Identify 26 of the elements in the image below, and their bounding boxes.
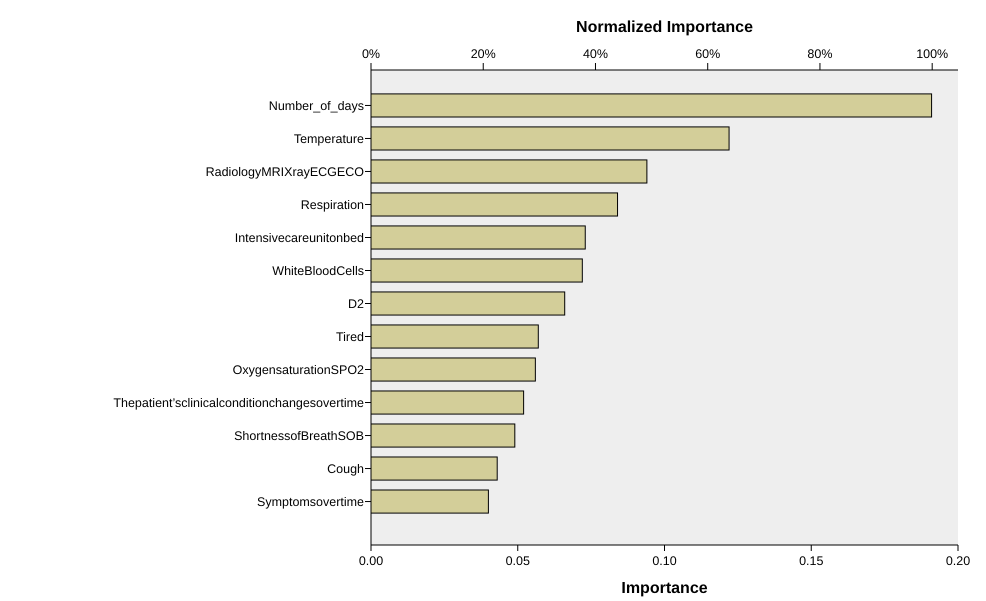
x-tick-label: 0.15 [799, 554, 824, 568]
y-tick-label: RadiologyMRIXrayECGECO [206, 164, 364, 179]
y-tick-label: ShortnessofBreathSOB [234, 428, 364, 443]
y-tick-label: Tired [336, 330, 364, 344]
x2-axis-title: Normalized Importance [576, 19, 754, 36]
x2-tick-label: 40% [582, 47, 608, 61]
x-tick-label: 0.20 [946, 554, 970, 568]
x2-tick-label: 0% [362, 47, 380, 61]
y-tick-label: D2 [348, 296, 364, 311]
y-tick-label: Symptomsovertime [257, 494, 364, 509]
y-tick-label: Number_of_days [268, 98, 364, 113]
y-tick-label: OxygensaturationSPO2 [232, 362, 364, 377]
x2-tick-label: 60% [695, 47, 720, 61]
x-tick-label: 0.00 [358, 554, 384, 568]
x2-tick-label: 80% [807, 47, 832, 61]
y-tick-label: Respiration [300, 198, 364, 212]
y-tick-label: Temperature [294, 132, 364, 146]
y-tick-label: Cough [327, 462, 364, 476]
x2-tick-label: 100% [916, 47, 948, 61]
x-tick-label: 0.10 [652, 554, 677, 568]
x2-tick-label: 20% [470, 47, 496, 61]
x-tick-label: 0.05 [506, 554, 530, 568]
x-axis-title: Importance [621, 580, 708, 597]
y-tick-label: Thepatient’sclinicalconditionchangesovertime [113, 396, 364, 410]
y-tick-label: WhiteBloodCells [272, 264, 364, 278]
y-tick-label: Intensivecareunitonbed [234, 230, 364, 245]
